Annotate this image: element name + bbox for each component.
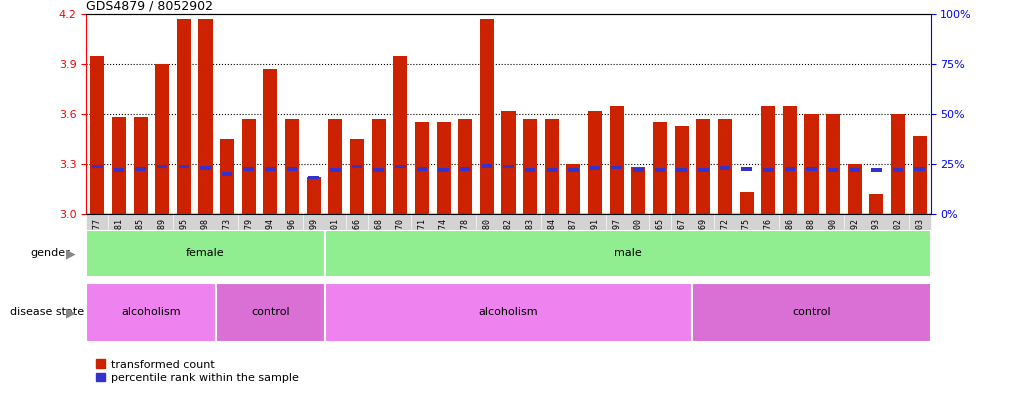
Bar [243,167,254,171]
Bar [200,166,211,170]
Bar [872,168,882,172]
Bar [590,166,600,170]
Bar [324,230,931,277]
Bar [546,168,557,172]
Bar [611,165,622,169]
Bar [92,165,103,169]
Bar [114,168,124,172]
Bar [135,167,145,171]
Bar [525,168,535,172]
Text: GDS4879 / 8052902: GDS4879 / 8052902 [86,0,214,13]
Bar [588,111,602,214]
Bar [806,167,817,171]
Bar [438,168,448,172]
Bar [287,167,297,171]
Text: control: control [251,307,290,318]
Bar [86,230,324,277]
Bar [394,55,408,214]
Bar [352,165,362,169]
Bar [324,283,693,342]
Bar [698,168,709,172]
Text: ▶: ▶ [66,306,76,319]
Bar [86,283,217,342]
Bar [222,172,233,176]
Bar [156,64,169,214]
Bar [331,168,341,172]
Bar [459,119,472,214]
Bar [674,126,689,214]
Bar [893,168,903,172]
Bar [826,114,840,214]
Bar [157,165,168,169]
Bar [783,106,797,214]
Bar [697,119,710,214]
Bar [739,193,754,214]
Bar [693,283,931,342]
Bar [653,122,667,214]
Bar [460,167,471,171]
Bar [373,168,383,172]
Bar [133,118,147,214]
Text: female: female [186,248,225,259]
Bar [569,168,579,172]
Text: control: control [792,307,831,318]
Bar [848,164,861,214]
Bar [891,114,905,214]
Bar [503,165,514,169]
Bar [870,194,884,214]
Bar [632,167,646,214]
Bar [763,168,774,172]
Legend: transformed count, percentile rank within the sample: transformed count, percentile rank withi… [92,355,303,387]
Bar [198,19,213,214]
Bar [436,122,451,214]
Bar [220,139,234,214]
Bar [217,283,324,342]
Bar [112,118,126,214]
Text: alcoholism: alcoholism [122,307,181,318]
Bar [265,167,276,171]
Bar [523,119,537,214]
Bar [328,119,343,214]
Text: gender: gender [31,248,70,259]
Bar [545,119,558,214]
Bar [784,167,795,171]
Bar [676,168,686,172]
Bar [634,168,644,172]
Bar [804,114,819,214]
Bar [828,168,838,172]
Bar [179,165,189,169]
Bar [655,168,665,172]
Bar [609,106,623,214]
Bar [482,164,492,167]
Bar [371,119,385,214]
Bar [480,19,494,214]
Bar [395,165,406,169]
Text: disease state: disease state [10,307,84,318]
Bar [566,164,581,214]
Bar [914,167,925,171]
Text: male: male [613,248,642,259]
Bar [242,119,256,214]
Bar [720,166,730,170]
Bar [912,136,926,214]
Text: ▶: ▶ [66,247,76,260]
Bar [718,119,732,214]
Bar [263,69,278,214]
Bar [285,119,299,214]
Bar [761,106,775,214]
Bar [307,178,320,214]
Bar [308,176,319,179]
Text: alcoholism: alcoholism [479,307,538,318]
Bar [501,111,516,214]
Bar [417,167,427,171]
Bar [91,55,105,214]
Bar [741,167,752,171]
Bar [177,19,191,214]
Bar [415,122,429,214]
Bar [849,168,860,172]
Bar [350,139,364,214]
